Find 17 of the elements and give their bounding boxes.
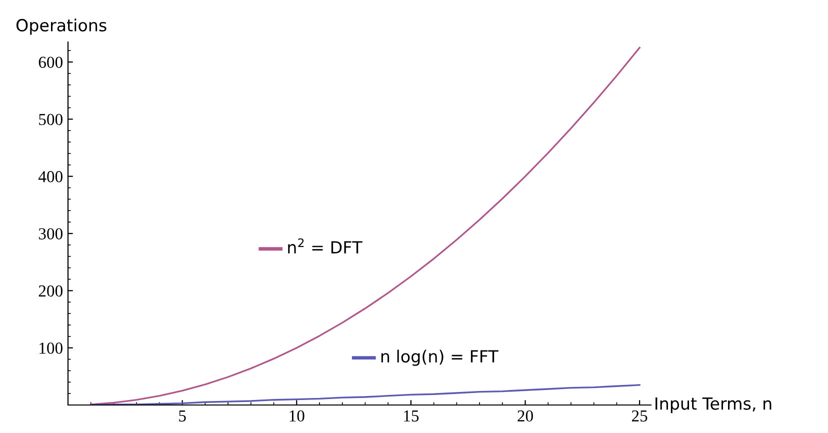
y-tick-label: 600 — [38, 56, 63, 68]
y-tick-label: 100 — [40, 342, 63, 354]
y-tick-label: 400 — [38, 171, 63, 182]
line-series — [90, 384, 640, 405]
legend-label: n$^{2}$ = DFT — [288, 238, 362, 254]
y-tick-label: 500 — [39, 114, 63, 126]
x-tick-label: 20 — [518, 410, 533, 422]
y-tick-label: 200 — [38, 285, 63, 297]
x-tick-label: 15 — [404, 410, 419, 422]
legend-label: n log(n) = FFT — [381, 350, 498, 366]
line-series — [90, 46, 640, 405]
x-tick-label: 5 — [179, 410, 186, 422]
x-axis-title: Input Terms, n — [656, 397, 772, 414]
y-axis-title: Operations — [16, 18, 106, 35]
x-tick-label: 25 — [632, 410, 648, 422]
x-tick-label: 10 — [290, 410, 304, 422]
y-tick-label: 300 — [38, 228, 63, 240]
